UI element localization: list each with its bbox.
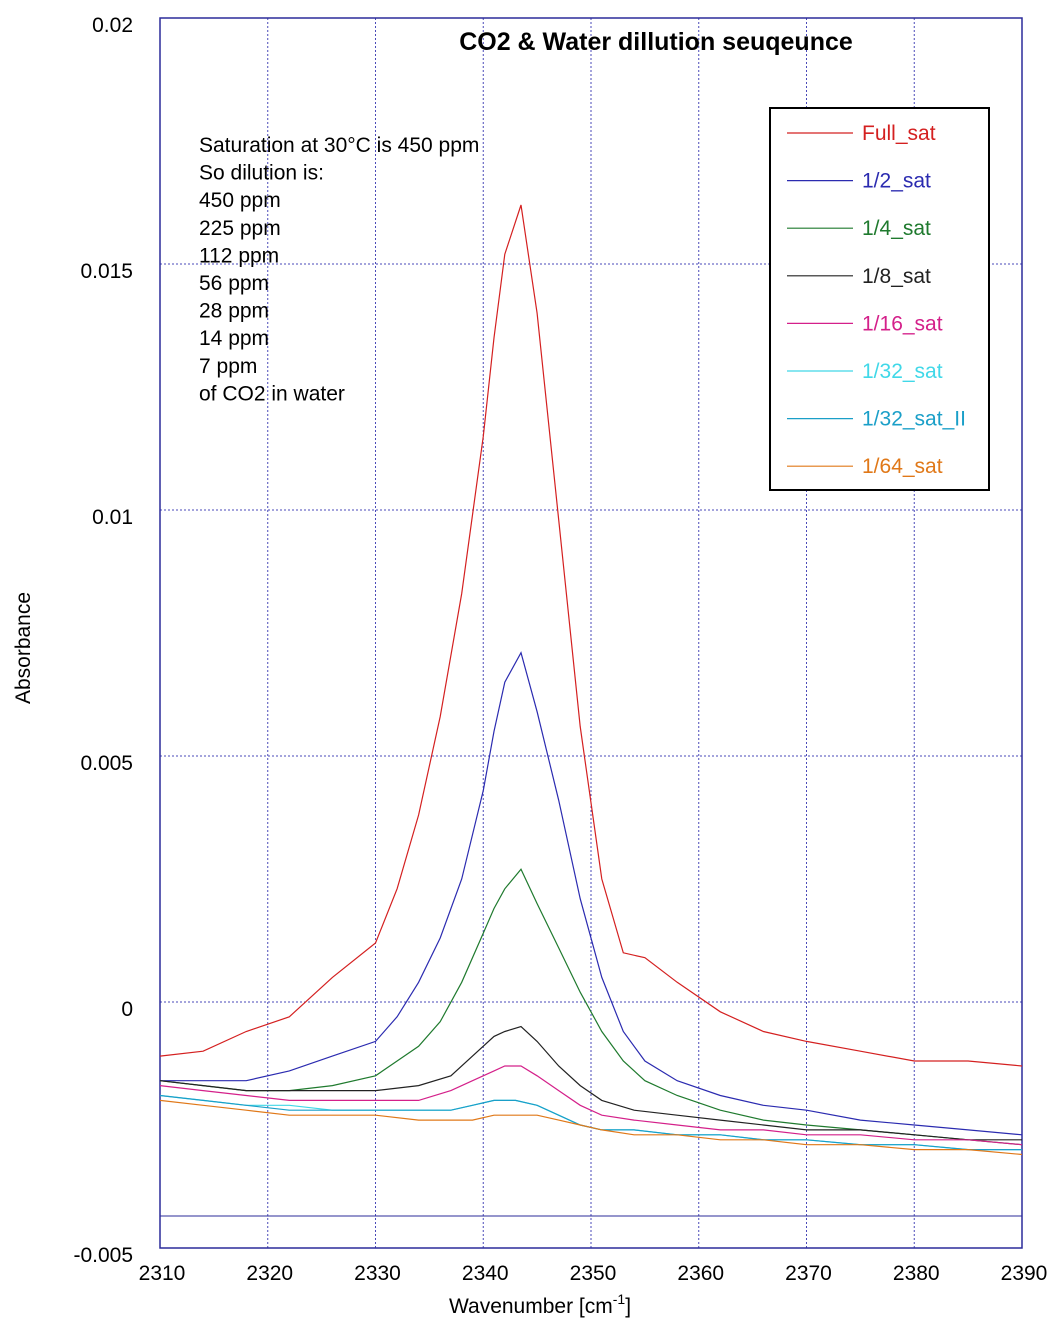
y-tick-label: 0.02 <box>92 14 133 37</box>
plot-frame <box>159 17 1023 1249</box>
legend-label: Full_sat <box>862 122 936 145</box>
series-line-full-sat <box>159 204 1023 1067</box>
series-line-1-2-sat <box>160 651 1023 1136</box>
x-tick-label: 2370 <box>785 1262 832 1285</box>
x-tick-label: 2320 <box>246 1262 293 1285</box>
y-tick-label: 0 <box>121 998 133 1021</box>
series-line-1-32-sat-ii <box>159 1094 1022 1151</box>
y-axis-label: Absorbance <box>12 592 35 704</box>
x-tick-label: 2380 <box>893 1262 940 1285</box>
annotation-line: 7 ppm <box>199 355 257 378</box>
legend-items: Full_sat 1/2_sat 1/4_sat 1/8_sat 1/16_sat 1/3… <box>787 122 966 478</box>
y-tick-label: 0.01 <box>92 506 133 529</box>
y-tick-label: -0.005 <box>73 1244 133 1267</box>
y-tick-label: 0.005 <box>80 752 133 775</box>
annotation-text: Saturation at 30°C is 450 ppm So dilution… <box>199 134 479 405</box>
annotation-line: 225 ppm <box>199 217 281 240</box>
x-axis-label-text: Wavenumber [cm <box>449 1295 613 1318</box>
series-line-1-64-sat <box>159 1099 1023 1156</box>
x-axis-label: Wavenumber [cm-1] <box>449 1291 631 1318</box>
legend-label: 1/4_sat <box>862 217 931 240</box>
legend-label: 1/8_sat <box>862 265 931 288</box>
x-tick-label: 2330 <box>354 1262 401 1285</box>
legend-label: 1/32_sat_II <box>862 408 966 431</box>
annotation-line: So dilution is: <box>199 162 324 185</box>
series-layer <box>159 204 1023 1156</box>
legend-label: 1/32_sat <box>862 360 943 383</box>
x-tick-label: 2350 <box>570 1262 617 1285</box>
legend-label: 1/64_sat <box>862 455 943 478</box>
x-axis-label-sup: -1 <box>613 1291 626 1307</box>
x-tick-label: 2340 <box>462 1262 509 1285</box>
annotation-line: 56 ppm <box>199 272 269 295</box>
annotation-line: 28 ppm <box>199 300 269 323</box>
chart-title: CO2 & Water dillution seuqeunce <box>459 28 853 56</box>
legend-label: 1/2_sat <box>862 170 931 193</box>
series-line-1-8-sat <box>159 1025 1022 1141</box>
legend-label: 1/16_sat <box>862 312 943 335</box>
legend: Full_sat 1/2_sat 1/4_sat 1/8_sat 1/16_sat 1/3… <box>769 107 990 491</box>
x-tick-label: 2360 <box>677 1262 724 1285</box>
annotation-line: 450 ppm <box>199 189 281 212</box>
series-line-1-4-sat <box>159 868 1023 1146</box>
x-axis-label-end: ] <box>625 1295 631 1318</box>
x-tick-label: 2310 <box>139 1262 186 1285</box>
annotation-line: 112 ppm <box>199 244 279 267</box>
annotation-line: Saturation at 30°C is 450 ppm <box>199 134 479 157</box>
tick-labels: 2310 2320 2330 2340 2350 2360 2370 2380 2390 -0.0… <box>73 14 1047 1285</box>
annotation-line: of CO2 in water <box>199 382 345 405</box>
y-tick-label: 0.015 <box>80 260 133 283</box>
annotation-line: 14 ppm <box>199 327 269 350</box>
legend-box <box>769 107 990 491</box>
series-line-1-16-sat <box>159 1065 1023 1146</box>
x-tick-label: 2390 <box>1001 1262 1048 1285</box>
